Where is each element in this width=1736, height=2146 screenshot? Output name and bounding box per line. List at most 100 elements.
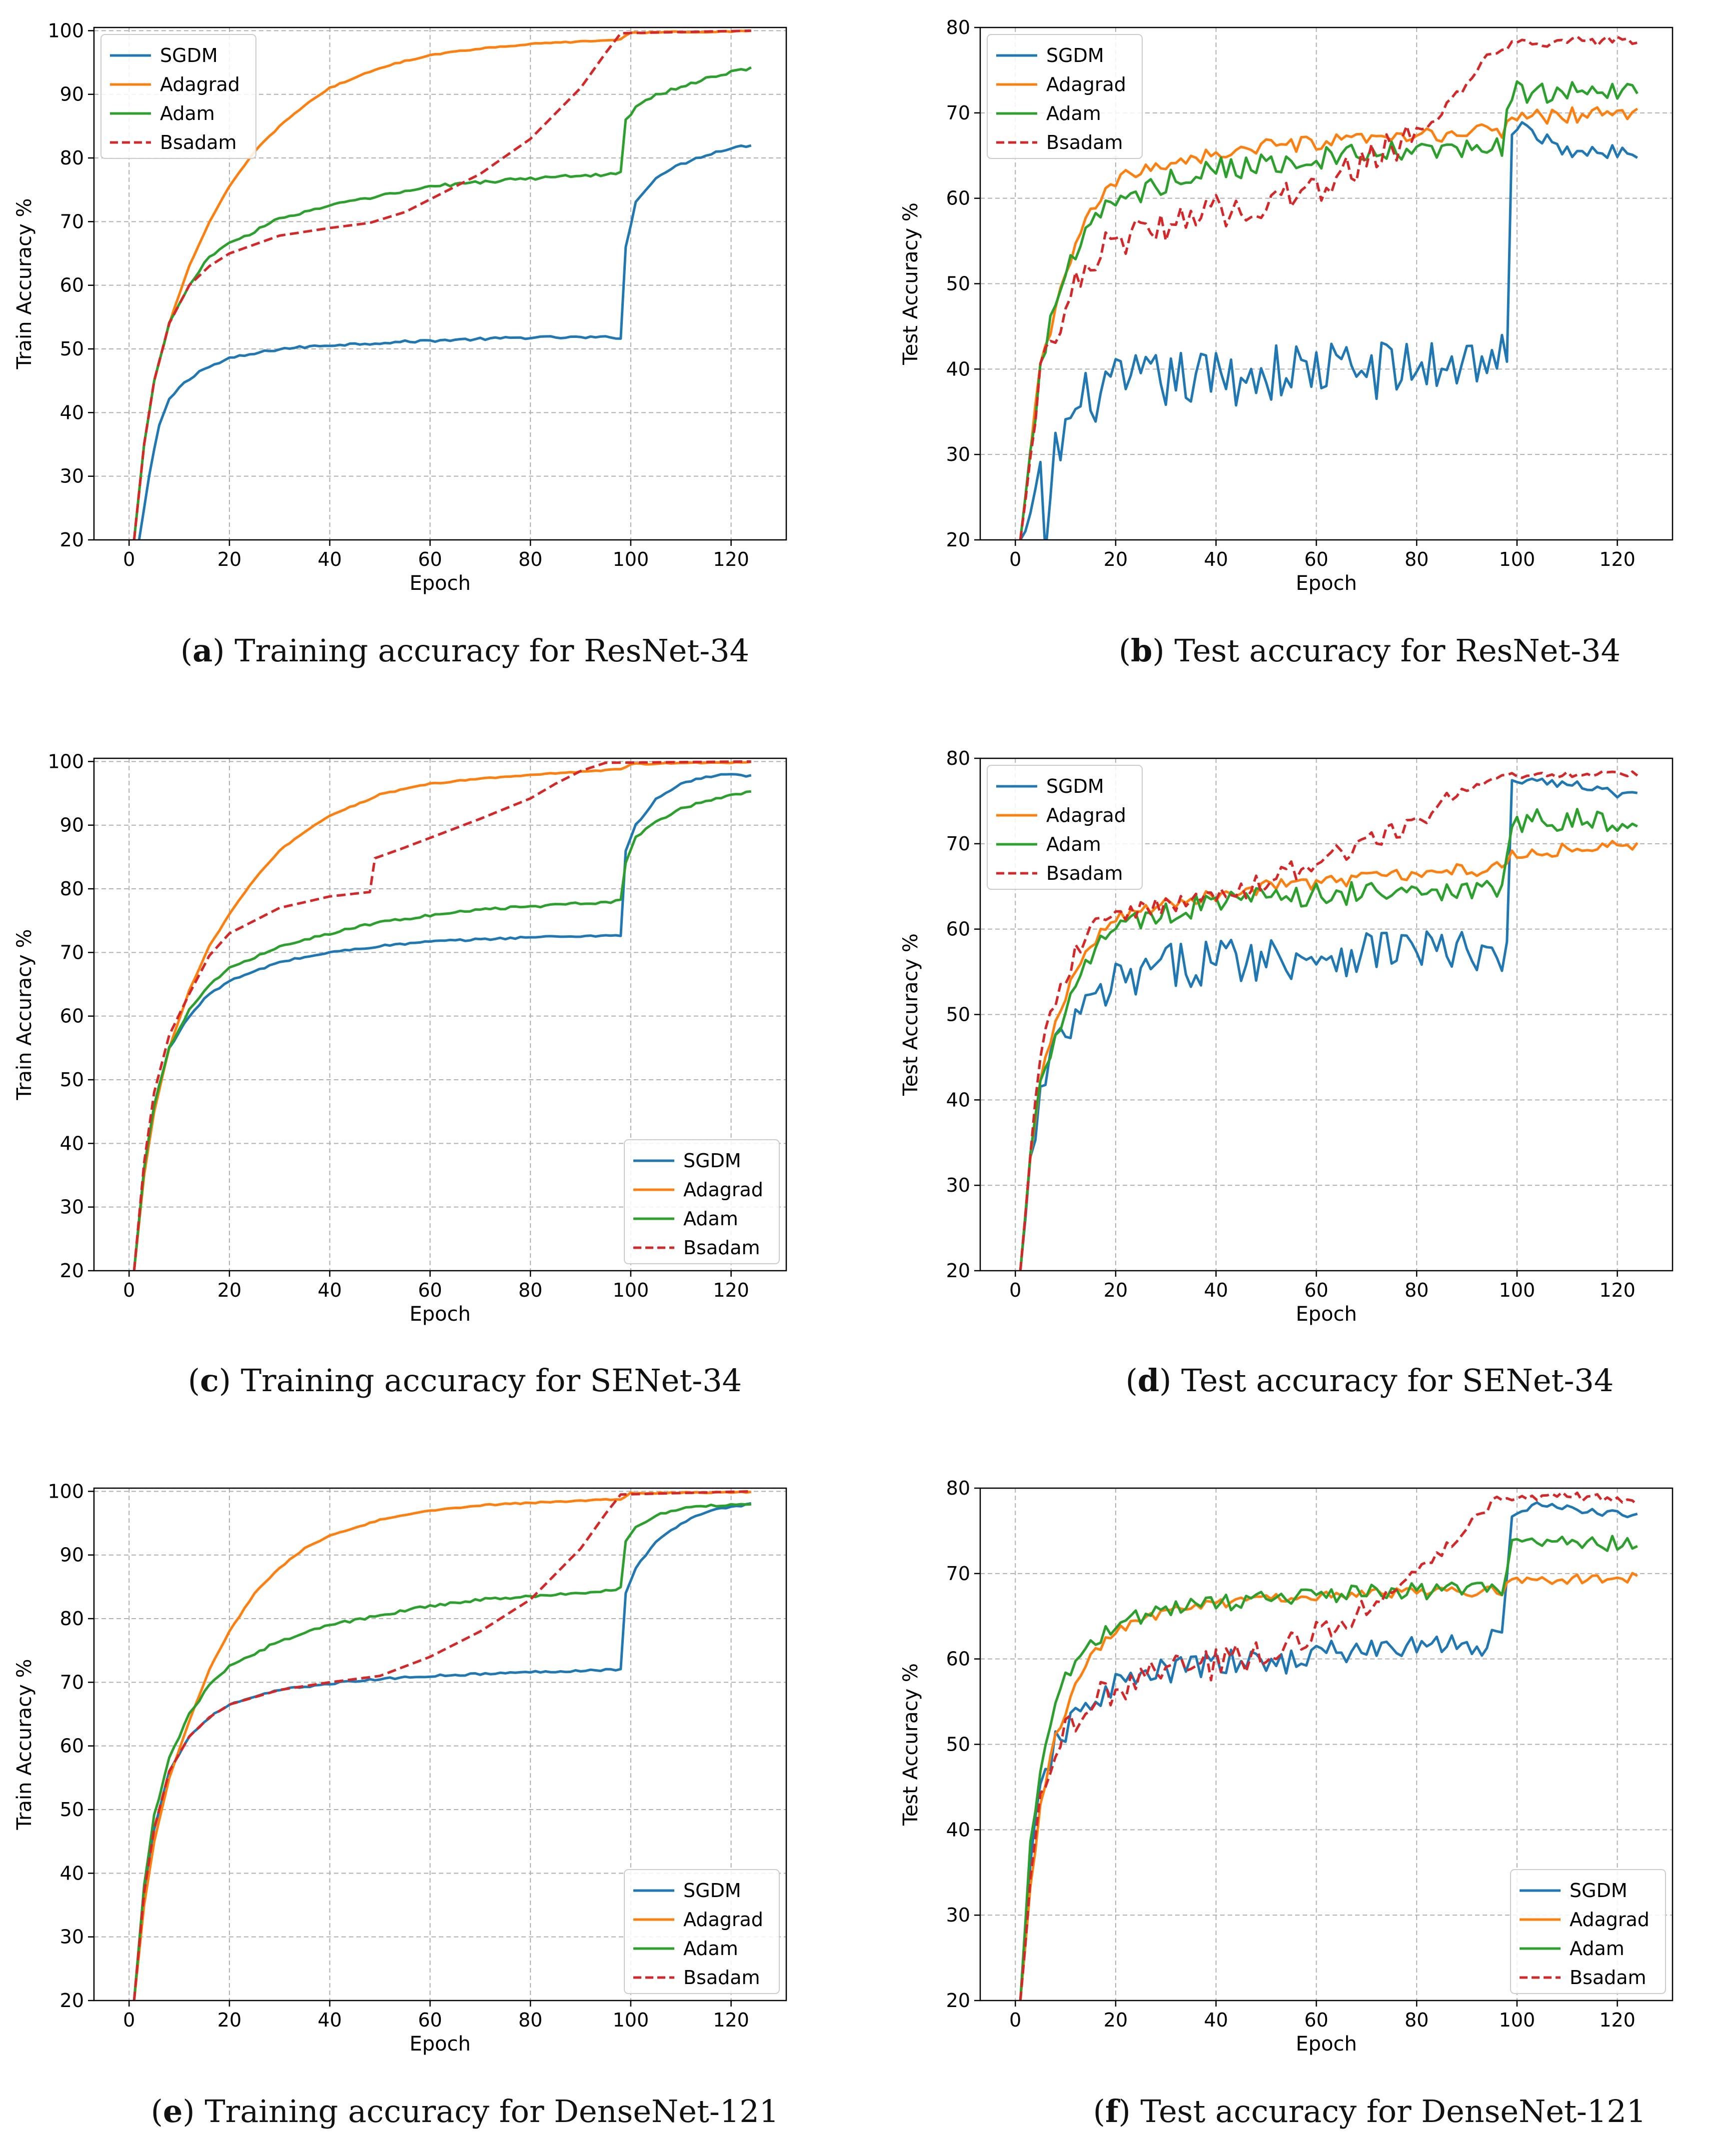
legend: SGDM Adagrad Adam Bsadam — [987, 765, 1143, 890]
tick-label-x-80: 80 — [1405, 2009, 1429, 2031]
legend: SGDM Adagrad Adam Bsadam — [624, 1139, 780, 1264]
tick-label-y-40: 40 — [60, 1862, 84, 1884]
tick-label-y-50: 50 — [60, 1799, 84, 1821]
legend-label-bsadam: Bsadam — [1046, 862, 1123, 884]
y-axis-label: Test Accuracy % — [899, 933, 922, 1096]
tick-label-x-20: 20 — [217, 1279, 241, 1301]
tick-label-y-20: 20 — [60, 1260, 84, 1282]
series-group — [132, 29, 752, 540]
tick-label-y-60: 60 — [946, 187, 970, 209]
legend: SGDM Adagrad Adam Bsadam — [1510, 1869, 1666, 1994]
tick-label-x-40: 40 — [1204, 2009, 1228, 2031]
caption-b: (b) Test accuracy for ResNet-34 — [1118, 632, 1621, 669]
tick-label-y-60: 60 — [946, 918, 970, 940]
tick-label-x-100: 100 — [613, 1279, 649, 1301]
legend-label-bsadam: Bsadam — [1570, 1967, 1647, 1989]
series-line-adam — [132, 66, 752, 540]
tick-label-y-80: 80 — [60, 878, 84, 900]
tick-label-x-100: 100 — [613, 2009, 649, 2031]
tick-label-x-20: 20 — [217, 2009, 241, 2031]
tick-label-y-70: 70 — [946, 1563, 970, 1585]
tick-label-x-60: 60 — [1304, 2009, 1328, 2031]
series-line-adam — [1019, 80, 1639, 540]
axes-frame — [979, 1487, 1674, 2002]
tick-label-y-20: 20 — [60, 1990, 84, 2012]
series-group — [1019, 35, 1639, 540]
tick-label-y-50: 50 — [60, 1069, 84, 1091]
tick-label-y-70: 70 — [60, 941, 84, 963]
tick-label-x-60: 60 — [1304, 548, 1328, 570]
series-line-bsadam — [1019, 1491, 1639, 2001]
caption-a: (a) Training accuracy for ResNet-34 — [180, 632, 750, 669]
series-group — [1019, 1491, 1639, 2001]
legend-label-adam: Adam — [1046, 102, 1101, 124]
legend-label-sgdm: SGDM — [1570, 1880, 1628, 1902]
caption-f: (f) Test accuracy for DenseNet-121 — [1093, 2093, 1647, 2130]
tick-label-x-60: 60 — [418, 1279, 442, 1301]
y-axis-label: Train Accuracy % — [13, 1659, 36, 1830]
tick-label-y-50: 50 — [946, 1734, 970, 1756]
tick-label-x-60: 60 — [1304, 1279, 1328, 1301]
tick-label-y-30: 30 — [60, 1926, 84, 1948]
chart-a-train-resnet34: 0 20 40 60 80 100 120 20 30 40 50 60 70 80 90 100 Epoch T… — [13, 19, 787, 595]
y-axis-label: Train Accuracy % — [13, 198, 36, 369]
series-group — [132, 1490, 752, 2001]
series-line-adagrad — [1019, 106, 1639, 540]
tick-label-y-70: 70 — [60, 210, 84, 232]
tick-label-y-30: 30 — [60, 465, 84, 487]
tick-label-x-80: 80 — [1405, 548, 1429, 570]
legend-label-adam: Adam — [160, 102, 215, 124]
axes-frame — [93, 26, 787, 541]
caption-c: (c) Training accuracy for SENet-34 — [187, 1362, 742, 1399]
series-line-adagrad — [132, 29, 751, 540]
tick-label-y-50: 50 — [946, 273, 970, 295]
tick-label-x-100: 100 — [1499, 2009, 1536, 2031]
tick-label-y-20: 20 — [946, 1990, 970, 2012]
tick-label-y-80: 80 — [60, 147, 84, 169]
x-axis-label: Epoch — [1296, 2033, 1357, 2056]
legend-label-adagrad: Adagrad — [1570, 1909, 1650, 1931]
tick-label-y-50: 50 — [60, 338, 84, 360]
chart-c-train-senet34: 0 20 40 60 80 100 120 20 30 40 50 60 70 80 90 100 Epoch T… — [13, 750, 787, 1326]
series-line-adam — [132, 790, 751, 1271]
legend-label-sgdm: SGDM — [683, 1150, 741, 1172]
tick-label-x-100: 100 — [1499, 1279, 1536, 1301]
series-line-adagrad — [1019, 840, 1639, 1271]
tick-label-x-120: 120 — [1599, 548, 1636, 570]
series-line-bsadam — [1019, 770, 1639, 1271]
series-line-adam — [132, 1503, 751, 2001]
tick-label-y-40: 40 — [60, 1132, 84, 1154]
y-axis-label: Test Accuracy % — [899, 1663, 922, 1826]
tick-label-x-120: 120 — [713, 2009, 749, 2031]
tick-label-y-50: 50 — [946, 1004, 970, 1026]
tick-label-x-80: 80 — [518, 548, 542, 570]
tick-label-y-90: 90 — [60, 83, 84, 105]
series-line-adam — [1019, 808, 1638, 1271]
tick-label-y-80: 80 — [946, 16, 970, 38]
tick-label-y-30: 30 — [946, 443, 970, 465]
legend-label-sgdm: SGDM — [1046, 44, 1104, 66]
tick-label-y-60: 60 — [946, 1648, 970, 1670]
tick-label-y-30: 30 — [60, 1196, 84, 1218]
legend-box — [987, 765, 1143, 890]
tick-label-x-40: 40 — [1204, 1279, 1228, 1301]
x-axis-label: Epoch — [409, 572, 470, 595]
tick-label-x-0: 0 — [1009, 2009, 1021, 2031]
tick-label-y-60: 60 — [60, 274, 84, 296]
tick-label-x-0: 0 — [1009, 1279, 1021, 1301]
tick-label-y-20: 20 — [946, 1260, 970, 1282]
tick-label-x-20: 20 — [1104, 1279, 1128, 1301]
tick-label-x-40: 40 — [318, 2009, 342, 2031]
tick-label-x-120: 120 — [1599, 1279, 1636, 1301]
series-line-bsadam — [132, 760, 751, 1271]
tick-label-x-120: 120 — [713, 548, 749, 570]
chart-f-test-densenet121: 0 20 40 60 80 100 120 20 30 40 50 60 70 80 Epoch Test A… — [899, 1477, 1674, 2056]
series-line-sgdm — [1019, 121, 1638, 540]
tick-label-y-60: 60 — [60, 1735, 84, 1757]
tick-label-x-80: 80 — [1405, 1279, 1429, 1301]
tick-label-y-40: 40 — [946, 1089, 970, 1111]
axes-frame — [93, 1487, 787, 2002]
tick-label-x-60: 60 — [418, 548, 442, 570]
series-line-sgdm — [1019, 777, 1638, 1271]
